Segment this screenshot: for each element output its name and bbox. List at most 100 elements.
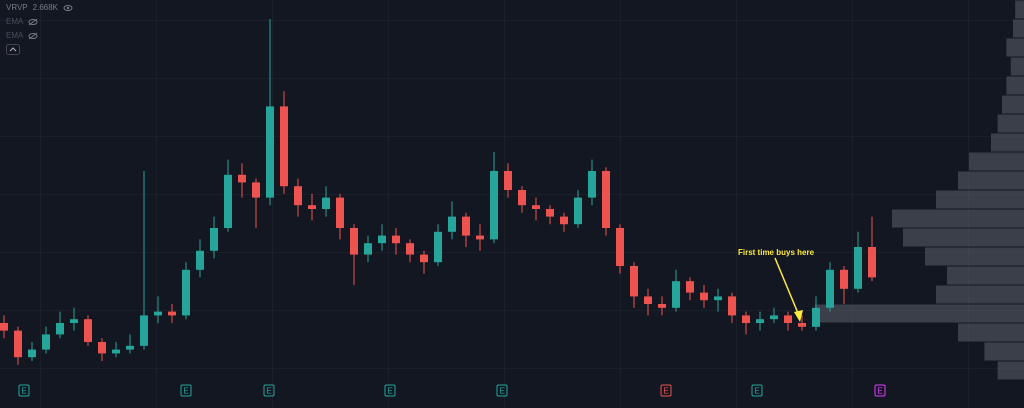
legend-row: EMA [6,31,38,40]
event-badge [180,384,192,397]
volume-profile-bar [997,114,1024,133]
candle-body [350,228,358,255]
indicator-name: VRVP [6,3,28,12]
event-label: E [754,387,759,396]
candle-body [490,171,498,240]
candle-body [0,323,8,331]
volume-profile-bar [1015,0,1024,19]
event-marker: E [180,384,192,397]
volume-profile-bar [1002,95,1024,114]
candle-body [406,243,414,255]
event-badge [660,384,672,397]
candle-body [434,231,442,263]
candle-body [70,319,78,323]
candle-body [630,266,638,297]
candle-body [644,296,652,304]
indicator-value: 2.668K [32,3,58,12]
candle-body [224,174,232,228]
event-marker: E [384,384,396,397]
candle-body [84,319,92,342]
volume-profile-bar [969,152,1024,171]
candle-body [266,106,274,198]
event-badge [263,384,275,397]
candle-body [812,307,820,327]
candle-body [336,197,344,228]
event-label: E [21,387,26,396]
candle-body [420,254,428,263]
event-badge [751,384,763,397]
event-label: E [877,387,882,396]
candle-body [868,247,876,278]
event-label: E [387,387,392,396]
indicator-name: EMA [6,31,24,40]
candle-body [210,228,218,251]
eye-icon[interactable] [28,32,38,40]
indicator-name: EMA [6,17,24,26]
candle-body [196,250,204,270]
event-marker: E [751,384,763,397]
candle-body [140,315,148,346]
candle-body [518,190,526,206]
candle-body [616,228,624,266]
candle-body [322,197,330,209]
candle-body [532,205,540,209]
collapse-button[interactable] [6,44,20,55]
candle-body [742,315,750,323]
event-label: E [183,387,188,396]
candle-body [462,216,470,236]
volume-profile-bar [1010,57,1024,76]
legend-row: EMA [6,17,38,26]
candle-body [700,292,708,301]
volume-profile-bar [991,133,1024,152]
event-badge [384,384,396,397]
candle-body [42,334,50,350]
candle-body [448,216,456,232]
candle-body [294,186,302,206]
legend-row: VRVP 2.668K [6,3,73,12]
candle-body [14,330,22,358]
candle-body [252,182,260,198]
candle-body [392,235,400,244]
volume-profile-bar [903,228,1024,247]
candle-body [714,296,722,301]
volume-profile-bar [892,209,1024,228]
event-marker: E [18,384,30,397]
event-marker: E [660,384,672,397]
candle-body [798,323,806,327]
candle-body [784,315,792,323]
candle-body [56,323,64,335]
volume-profile-bar [1013,19,1024,38]
eye-icon[interactable] [28,18,38,26]
volume-profile-bar [947,266,1024,285]
volume-profile-bar [925,247,1024,266]
event-label: E [266,387,271,396]
candle-body [728,296,736,316]
eye-icon[interactable] [63,4,73,12]
candle-body [168,311,176,316]
candle-body [98,342,106,354]
candle-body [672,281,680,308]
annotation-arrowhead [794,310,803,322]
candle-body [112,349,120,354]
candle-body [182,269,190,316]
volume-profile-bar [1006,76,1024,95]
candle-body [504,171,512,190]
candle-body [826,269,834,308]
volume-profile-bar [1006,38,1024,57]
volume-profile-bar [984,342,1024,361]
annotation-text: First time buys here [738,248,815,257]
candle-body [574,197,582,225]
event-label: E [663,387,668,396]
candle-body [658,304,666,308]
volume-profile-bar [936,190,1024,209]
candle-body [378,235,386,244]
candle-body [560,216,568,225]
candle-body [756,319,764,323]
volume-profile-bar [958,323,1024,342]
event-marker: E [263,384,275,397]
volume-profile-bar [815,304,1024,323]
annotation-arrow [774,257,801,319]
event-badge [496,384,508,397]
